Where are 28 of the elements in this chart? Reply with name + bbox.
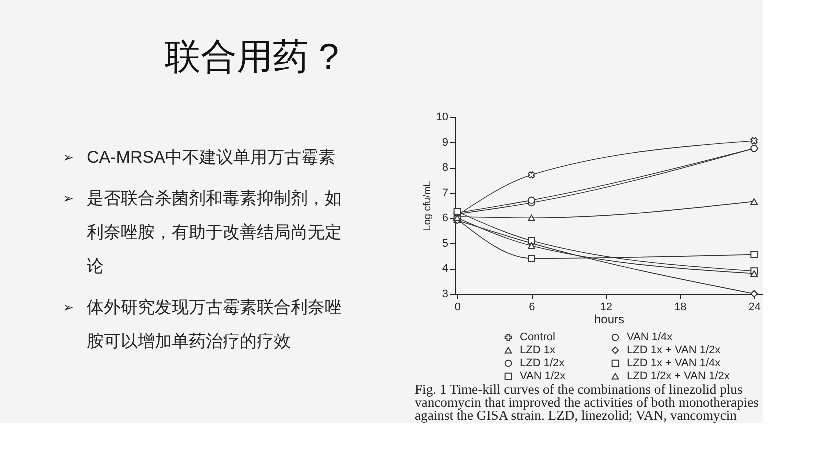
x-tick-label: 6 — [529, 302, 536, 314]
y-tick-label: 7 — [442, 187, 448, 200]
legend-label: VAN 1/2x — [520, 370, 566, 382]
legend-label: Control — [520, 332, 556, 344]
legend-label: VAN 1/4x — [627, 332, 674, 344]
x-axis-title: hours — [594, 312, 625, 326]
text: ➢ 体外研究发现万古霉素联合利奈唑胺可以增加单药治疗的疗效 — [63, 298, 342, 351]
x-tick-label: 12 — [600, 302, 613, 314]
text: ➢ CA-MRSA中不建议单用万古霉素 — [63, 148, 336, 167]
x-tick-label: 18 — [674, 302, 687, 314]
y-tick-label: 8 — [442, 162, 448, 174]
text: ➢ 是否联合杀菌剂和毒素抑制剂，如利奈唑胺，有助于改善结局尚无定论 — [63, 189, 342, 276]
x-tick-label: 24 — [748, 302, 761, 314]
y-axis-title: Log cfu/mL — [422, 180, 434, 231]
y-tick-label: 6 — [442, 212, 448, 225]
legend-label: LZD 1x + VAN 1/2x — [627, 344, 722, 356]
legend-label: LZD 1x — [520, 344, 556, 356]
x-tick-label: 0 — [454, 302, 462, 314]
legend-label: LZD 1x + VAN 1/4x — [627, 358, 722, 370]
y-tick-label: 3 — [442, 288, 448, 300]
y-tick-label: 10 — [436, 112, 448, 124]
y-tick-label: 9 — [442, 136, 448, 149]
legend-label: LZD 1/2x + VAN 1/2x — [627, 370, 730, 382]
legend-label: LZD 1/2x — [520, 358, 566, 370]
text: 联合用药 ? — [165, 36, 340, 77]
y-tick-label: 4 — [442, 263, 448, 276]
caption: Fig. 1 Time-kill curves of the combinations of linezolid plus vancomycin that improved the activities of both monotherapies against the GISA strain. LZD, linezolid; VAN, vancomycin — [415, 382, 759, 423]
y-tick-label: 5 — [442, 238, 448, 250]
